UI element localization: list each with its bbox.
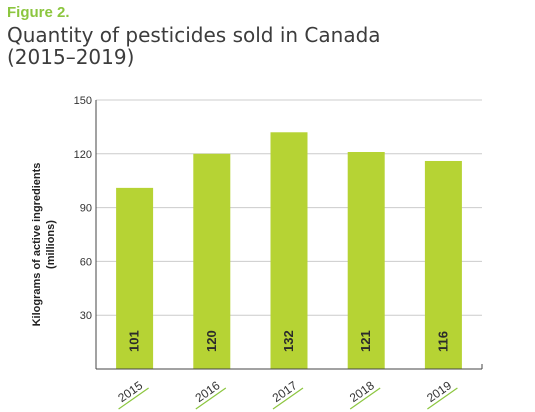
bar-2015 [116, 187, 154, 369]
y-tick-label-120: 120 [74, 149, 92, 161]
axes [95, 100, 483, 370]
y-tick-label-30: 30 [80, 310, 92, 322]
x-tick-underline-2019 [427, 387, 458, 410]
labels: 3060901201501012015120201613220171212018… [31, 95, 458, 410]
bar-2019 [424, 160, 462, 369]
data-label-2019: 116 [435, 331, 450, 352]
data-label-2015: 101 [127, 330, 142, 352]
chart-title-line-2: (2015–2019) [7, 45, 135, 69]
data-label-2017: 132 [281, 330, 296, 352]
bar-2018 [347, 152, 385, 369]
bar-2016 [193, 153, 231, 369]
x-tick-underline-2017 [272, 387, 304, 410]
y-axis-label-units: (millions) [45, 220, 57, 269]
x-tick-underline-2018 [349, 387, 381, 410]
x-tick-underline-2015 [118, 387, 149, 410]
y-tick-label-150: 150 [74, 95, 92, 107]
bars [116, 132, 462, 369]
data-label-2016: 120 [204, 330, 219, 352]
y-axis-label: Kilograms of active ingredients [31, 163, 43, 327]
x-tick-underline-2016 [195, 387, 227, 410]
chart-title: Quantity of pesticides sold in Canada (2… [7, 24, 427, 68]
y-tick-label-60: 60 [80, 256, 92, 268]
bar-2017 [270, 132, 308, 369]
y-tick-label-90: 90 [80, 203, 92, 215]
data-label-2018: 121 [358, 330, 373, 352]
figure-label: Figure 2. [7, 4, 70, 21]
chart-title-line-1: Quantity of pesticides sold in Canada [7, 23, 381, 47]
